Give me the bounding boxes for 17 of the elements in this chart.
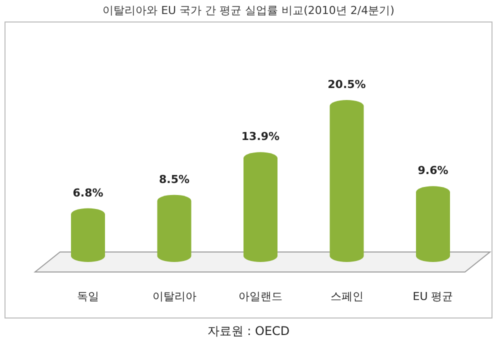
- chart-title: 이탈리아와 EU 국가 간 평균 실업률 비교(2010년 2/4분기): [102, 4, 394, 17]
- bar: [244, 152, 278, 262]
- x-tick-label: 아일랜드: [238, 290, 282, 303]
- x-tick-label: EU 평균: [412, 290, 454, 303]
- data-label: 9.6%: [418, 164, 448, 178]
- data-label: 8.5%: [158, 172, 190, 186]
- x-tick-label: 스페인: [330, 290, 364, 303]
- data-label: 13.9%: [241, 130, 280, 144]
- text: 자료원 : OECD: [207, 324, 290, 338]
- bar: [416, 186, 450, 262]
- bar: [157, 194, 192, 262]
- data-label: 6.8%: [72, 186, 104, 200]
- bar: [71, 208, 105, 262]
- x-tick-label: 이탈리아: [152, 290, 196, 303]
- x-tick-label: 독일: [77, 290, 99, 303]
- bar: [330, 100, 364, 262]
- data-label: 20.5%: [328, 78, 366, 91]
